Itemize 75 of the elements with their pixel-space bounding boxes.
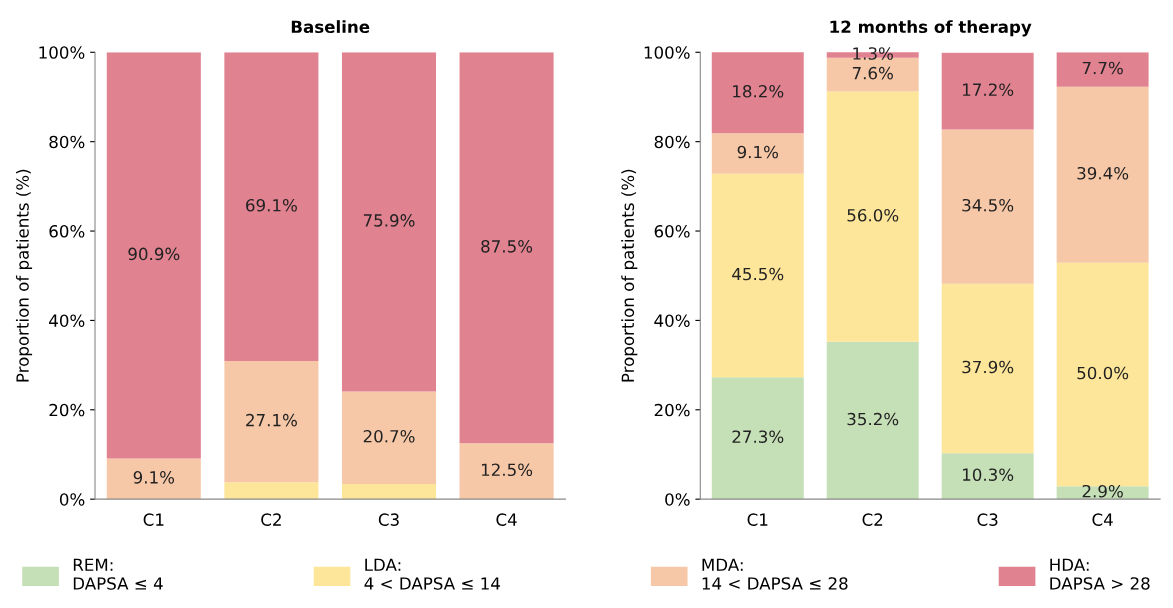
y-tick-label: 100% bbox=[644, 46, 690, 59]
bar bbox=[1056, 86, 1149, 263]
y-tick-label: 60% bbox=[654, 225, 690, 238]
data-label: 10.3% bbox=[963, 468, 1014, 481]
data-label: 7.6% bbox=[852, 66, 893, 80]
bar bbox=[826, 341, 919, 500]
bar bbox=[711, 52, 804, 134]
bar bbox=[341, 483, 437, 500]
data-label: 17.2% bbox=[963, 83, 1014, 96]
legend-label: HDA: DAPSA > 28 bbox=[1050, 558, 1150, 590]
bar bbox=[711, 173, 804, 378]
y-tick-label: 100% bbox=[39, 46, 85, 59]
data-label: 75.9% bbox=[363, 214, 415, 227]
x-tick-label: C3 bbox=[378, 513, 399, 526]
x-tick-label: C2 bbox=[261, 513, 281, 526]
chart-title: Baseline bbox=[291, 20, 370, 34]
bar bbox=[459, 443, 554, 500]
bar bbox=[711, 133, 804, 174]
bar bbox=[341, 52, 437, 392]
data-label: 90.9% bbox=[128, 247, 180, 261]
y-tick-label: 20% bbox=[49, 403, 85, 417]
bar bbox=[941, 129, 1034, 284]
data-label: 18.2% bbox=[733, 84, 784, 98]
y-tick-label: 60% bbox=[49, 225, 85, 238]
bar bbox=[941, 453, 1034, 500]
bar bbox=[826, 91, 919, 342]
bar bbox=[1056, 486, 1149, 500]
data-label: 39.4% bbox=[1077, 166, 1129, 180]
bar bbox=[941, 283, 1034, 454]
data-label: 34.5% bbox=[962, 198, 1014, 212]
data-label: 20.7% bbox=[363, 429, 415, 443]
data-label: 9.1% bbox=[737, 145, 779, 159]
data-label: 27.3% bbox=[732, 430, 784, 443]
data-label: 7.7% bbox=[1082, 61, 1123, 75]
x-tick-label: C3 bbox=[977, 513, 998, 526]
chart-title: 12 months of therapy bbox=[830, 20, 1032, 37]
y-tick-label: 40% bbox=[49, 314, 85, 327]
y-tick-label: 20% bbox=[654, 403, 690, 417]
legend-label: MDA: 14 < DAPSA ≤ 28 bbox=[702, 558, 848, 590]
y-tick-label: 0% bbox=[59, 493, 85, 506]
bar bbox=[1056, 262, 1149, 487]
y-axis-title: Proportion of patients (%) bbox=[621, 169, 638, 382]
data-label: 69.1% bbox=[246, 198, 297, 212]
y-tick-label: 80% bbox=[49, 135, 85, 149]
x-tick-label: C1 bbox=[747, 513, 768, 526]
data-label: 87.5% bbox=[481, 240, 533, 253]
data-label: 50.0% bbox=[1077, 366, 1129, 380]
bar bbox=[459, 52, 554, 444]
data-label: 37.9% bbox=[962, 360, 1014, 374]
bar bbox=[224, 52, 319, 362]
bar bbox=[224, 361, 319, 483]
data-label: 56.0% bbox=[847, 208, 899, 222]
bar bbox=[106, 52, 201, 459]
bar bbox=[224, 482, 319, 500]
data-label: 9.1% bbox=[133, 471, 175, 484]
x-tick-label: C4 bbox=[496, 513, 517, 526]
y-tick-label: 0% bbox=[665, 493, 690, 506]
data-label: 45.5% bbox=[732, 267, 784, 281]
bar bbox=[941, 52, 1034, 130]
data-label: 12.5% bbox=[481, 463, 533, 477]
legend-label: REM: DAPSA ≤ 4 bbox=[73, 558, 163, 590]
bar bbox=[341, 391, 437, 484]
x-tick-label: C4 bbox=[1092, 513, 1113, 526]
x-tick-label: C1 bbox=[143, 513, 164, 526]
y-tick-label: 80% bbox=[654, 135, 690, 149]
legend-label: LDA: 4 < DAPSA ≤ 14 bbox=[364, 558, 500, 590]
data-label: 2.9% bbox=[1082, 484, 1123, 498]
bar bbox=[1056, 52, 1149, 87]
bar bbox=[711, 377, 804, 500]
y-axis-title: Proportion of patients (%) bbox=[15, 169, 33, 382]
data-label: 27.1% bbox=[246, 413, 297, 427]
data-label: 35.2% bbox=[847, 412, 899, 426]
bar bbox=[106, 458, 201, 500]
x-tick-label: C2 bbox=[862, 513, 883, 526]
y-tick-label: 40% bbox=[654, 314, 690, 327]
